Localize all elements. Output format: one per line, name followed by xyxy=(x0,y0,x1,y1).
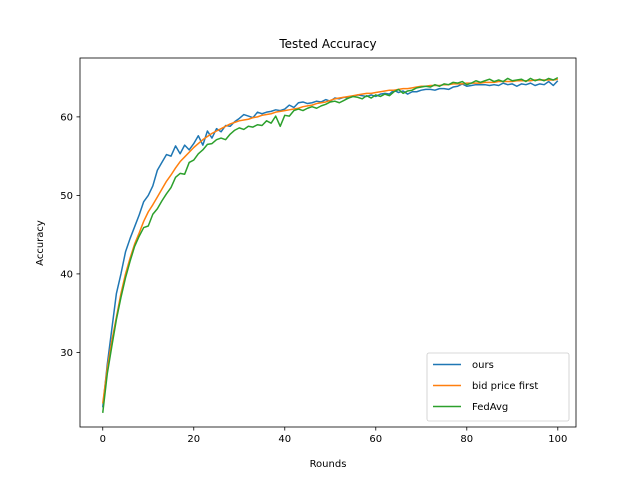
x-tick-label-0: 0 xyxy=(100,434,106,445)
legend-box xyxy=(426,352,570,422)
x-axis-label: Rounds xyxy=(310,459,347,470)
y-axis-label: Accuracy xyxy=(35,220,46,266)
y-tick-label-1: 40 xyxy=(60,269,73,280)
legend-label-0: ours xyxy=(472,360,494,371)
x-tick-label-2: 40 xyxy=(278,434,291,445)
x-tick-label-3: 60 xyxy=(369,434,382,445)
y-axis-ticks: 30 40 50 60 xyxy=(60,112,80,359)
x-axis-ticks: 0 20 40 60 80 100 xyxy=(100,427,567,445)
series-line-1 xyxy=(102,78,558,404)
y-tick-label-2: 50 xyxy=(60,191,73,202)
chart-title: Tested Accuracy xyxy=(278,37,376,51)
y-tick-label-3: 60 xyxy=(60,112,73,123)
plot-frame xyxy=(79,57,577,428)
x-tick-label-5: 100 xyxy=(548,434,567,445)
x-tick-label-4: 80 xyxy=(460,434,473,445)
legend-label-2: FedAvg xyxy=(472,402,508,413)
legend: ours bid price first FedAvg xyxy=(426,352,570,422)
series-line-2 xyxy=(102,76,559,413)
y-tick-label-0: 30 xyxy=(60,348,73,359)
x-tick-label-1: 20 xyxy=(187,434,200,445)
plot-lines xyxy=(102,76,559,413)
legend-label-1: bid price first xyxy=(472,381,538,392)
